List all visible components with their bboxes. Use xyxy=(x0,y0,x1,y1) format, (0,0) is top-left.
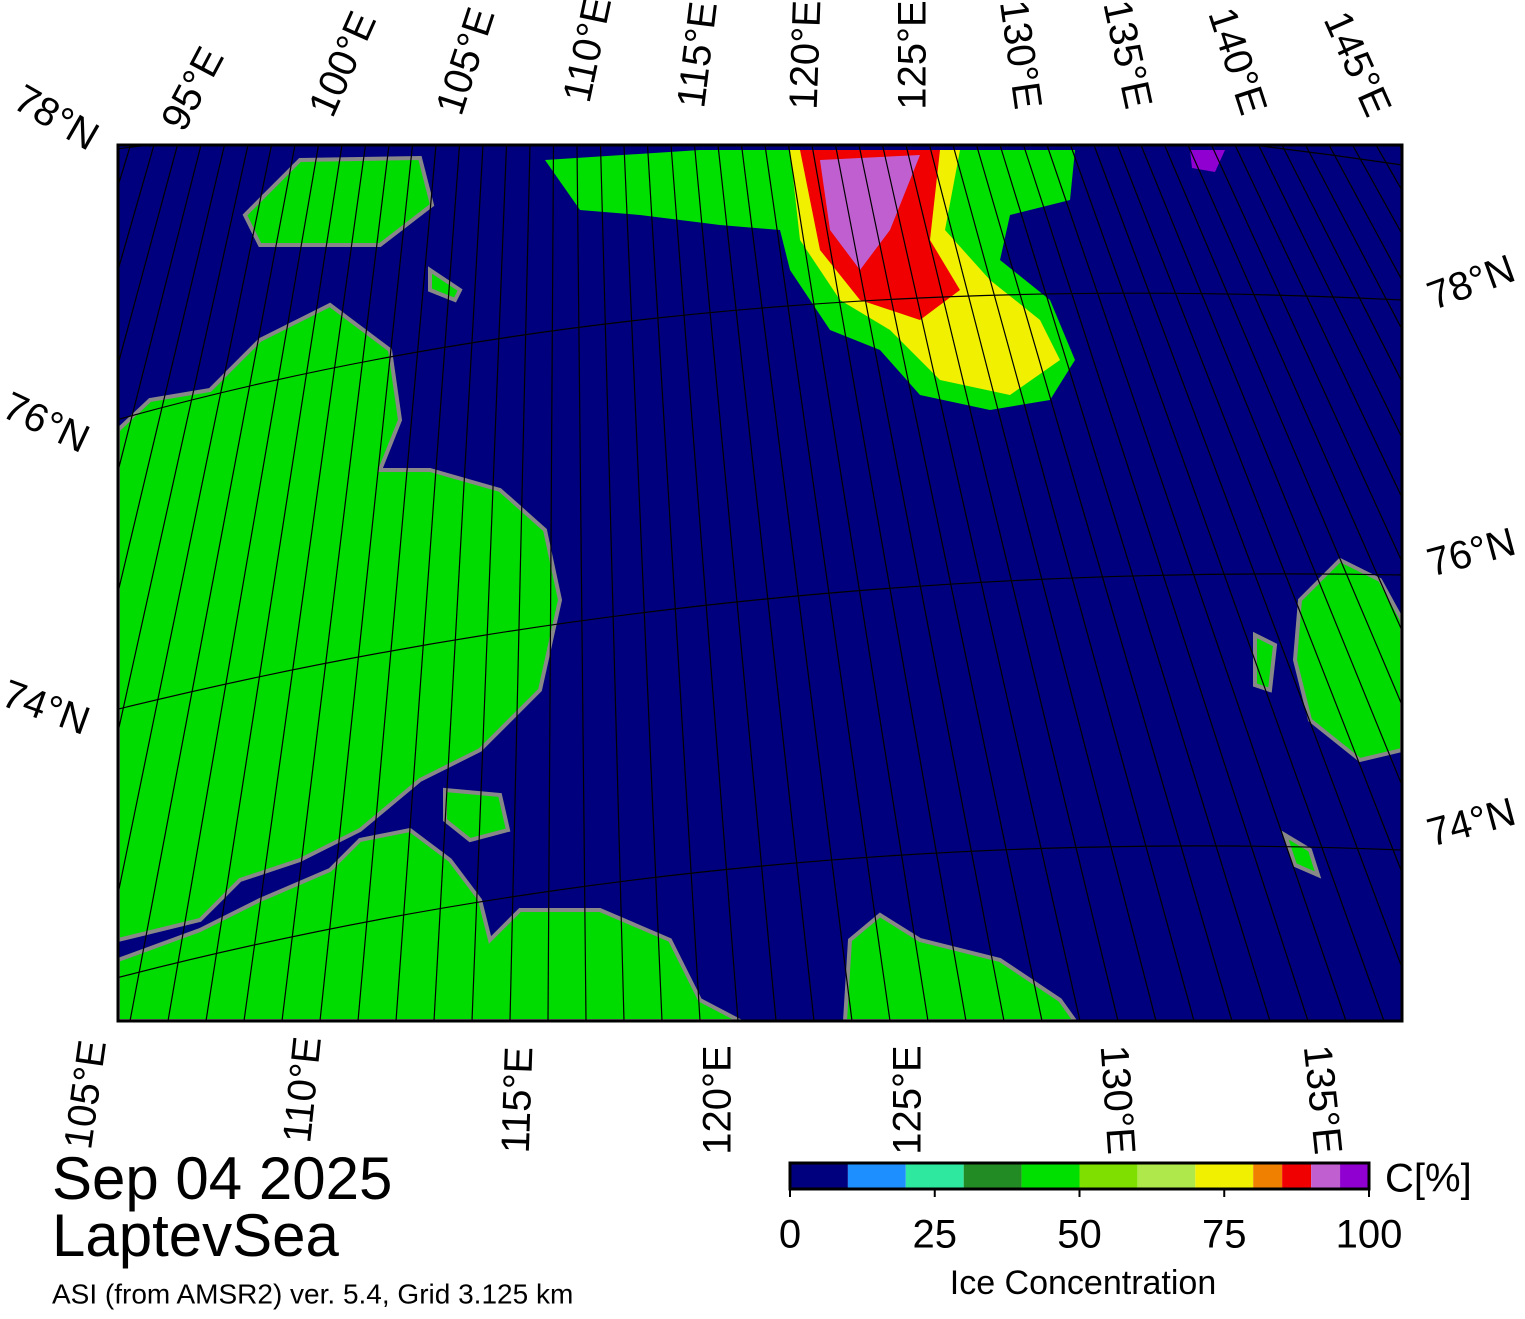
colorbar-segment xyxy=(790,1163,848,1189)
colorbar-segment xyxy=(1195,1163,1253,1189)
right-label: 74°N xyxy=(1423,790,1521,856)
longitude-line xyxy=(0,145,60,1021)
colorbar-title: Ice Concentration xyxy=(950,1264,1217,1302)
left-label: 76°N xyxy=(0,384,96,462)
colorbar-segment xyxy=(1022,1163,1080,1189)
top-label: 145°E xyxy=(1315,5,1400,123)
colorbar: 0 25 50 75 100 xyxy=(779,1163,1403,1257)
bottom-label: 115°E xyxy=(494,1046,542,1154)
top-label: 105°E xyxy=(428,2,504,120)
colorbar-tick-label: 75 xyxy=(1202,1213,1247,1257)
region: LaptevSea xyxy=(52,1202,340,1269)
colorbar-segment xyxy=(1282,1163,1311,1189)
bottom-label: 135°E xyxy=(1295,1043,1350,1156)
longitude-line xyxy=(0,145,131,1021)
right-label: 76°N xyxy=(1423,520,1521,586)
left-label: 74°N xyxy=(0,672,95,744)
top-label: 110°E xyxy=(555,0,620,106)
colorbar-segment xyxy=(906,1163,964,1189)
top-label: 115°E xyxy=(669,0,726,110)
top-label: 100°E xyxy=(300,5,385,123)
colorbar-segment xyxy=(1311,1163,1340,1189)
bottom-label: 105°E xyxy=(56,1037,115,1151)
colorbar-segment xyxy=(1340,1163,1369,1189)
map xyxy=(0,113,1525,1022)
left-label: 78°N xyxy=(7,76,106,159)
top-label: 120°E xyxy=(782,0,830,110)
colorbar-segment xyxy=(1080,1163,1138,1189)
longitude-line xyxy=(0,145,107,1021)
source: ASI (from AMSR2) ver. 5.4, Grid 3.125 km xyxy=(52,1278,573,1309)
longitude-line xyxy=(0,145,84,1021)
colorbar-tick-label: 25 xyxy=(913,1213,958,1257)
colorbar-segment xyxy=(964,1163,1022,1189)
right-label: 78°N xyxy=(1422,247,1521,319)
bottom-label: 130°E xyxy=(1092,1044,1144,1156)
bottom-label: 120°E xyxy=(696,1045,740,1154)
colorbar-tick-label: 50 xyxy=(1057,1213,1102,1257)
top-label: 95°E xyxy=(153,40,233,138)
colorbar-segment xyxy=(1253,1163,1282,1189)
colorbar-segment xyxy=(848,1163,906,1189)
colorbar-unit: C[%] xyxy=(1385,1157,1472,1201)
top-label: 130°E xyxy=(991,0,1050,112)
bottom-label: 125°E xyxy=(886,1045,930,1154)
colorbar-tick-label: 0 xyxy=(779,1213,801,1257)
top-label: 125°E xyxy=(891,0,935,109)
top-label: 135°E xyxy=(1094,0,1160,113)
bottom-label: 110°E xyxy=(275,1035,330,1145)
colorbar-segment xyxy=(1137,1163,1195,1189)
top-label: 140°E xyxy=(1199,2,1275,120)
colorbar-tick-label: 100 xyxy=(1336,1213,1403,1257)
